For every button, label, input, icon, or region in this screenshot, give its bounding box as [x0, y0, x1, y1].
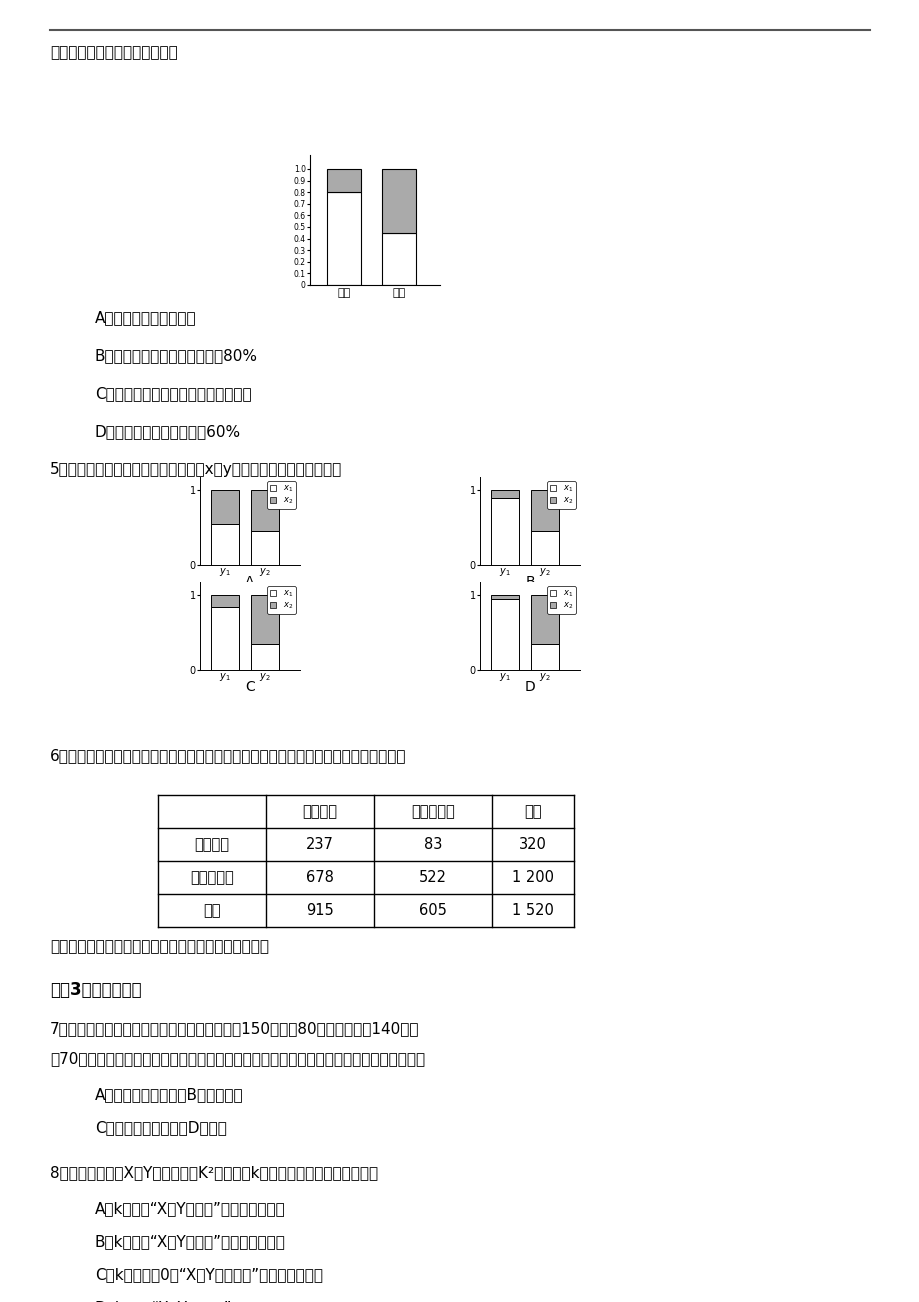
Bar	[491, 599, 518, 671]
Text: 总计: 总计	[524, 805, 541, 819]
Text: 子女吸烟: 子女吸烟	[194, 837, 229, 852]
Text: C．独立性检验　　　D．概率: C．独立性检验 D．概率	[95, 1120, 227, 1135]
Text: A．k越大，“X与Y有关系”的可信程度越小: A．k越大，“X与Y有关系”的可信程度越小	[95, 1200, 286, 1216]
Text: D．k越大，“X与Y没有关系”的可信程度越大: D．k越大，“X与Y没有关系”的可信程度越大	[95, 1299, 296, 1302]
Text: 320: 320	[518, 837, 546, 852]
Bar	[491, 497, 518, 565]
Legend: $x_1$, $x_2$: $x_1$, $x_2$	[267, 586, 296, 613]
Bar	[530, 531, 559, 565]
Text: C．男生比女生喜欢理科的可能性大些: C．男生比女生喜欢理科的可能性大些	[95, 385, 252, 401]
Text: D: D	[524, 680, 535, 694]
Bar	[491, 595, 518, 599]
Text: 子女不吸烟: 子女不吸烟	[190, 870, 233, 885]
Text: 237: 237	[306, 837, 334, 852]
Text: 总计: 总计	[203, 904, 221, 918]
Legend: $x_1$, $x_2$: $x_1$, $x_2$	[267, 482, 296, 509]
Text: 1 520: 1 520	[512, 904, 553, 918]
Text: A．性别与喜欢理科无关: A．性别与喜欢理科无关	[95, 310, 197, 326]
Bar	[491, 491, 518, 497]
Text: 915: 915	[306, 904, 334, 918]
Text: 605: 605	[419, 904, 447, 918]
Text: B．女生中喜欢理科的百分比为80%: B．女生中喜欢理科的百分比为80%	[95, 348, 257, 363]
Text: 522: 522	[418, 870, 447, 885]
Bar	[210, 595, 239, 607]
Bar	[530, 491, 559, 531]
Text: D．男生不喜欢理科的比为60%: D．男生不喜欢理科的比为60%	[95, 424, 241, 439]
Bar	[251, 491, 278, 531]
Legend: $x_1$, $x_2$: $x_1$, $x_2$	[547, 586, 575, 613]
Text: C．k越接近于0，“X与Y没有关系”的可信程度越小: C．k越接近于0，“X与Y没有关系”的可信程度越小	[95, 1267, 323, 1282]
Text: 8．对于分类变量X与Y的随机变量K²的观测値k，下列说法正确的是（　　）: 8．对于分类变量X与Y的随机变量K²的观测値k，下列说法正确的是（ ）	[50, 1165, 378, 1180]
Text: A: A	[245, 575, 255, 589]
Text: 7．在一项中学生近视情况的调查中，某校男生150名中有80名近视，女生140名中: 7．在一项中学生近视情况的调查中，某校男生150名中有80名近视，女生140名中	[50, 1021, 419, 1036]
Bar	[530, 644, 559, 671]
Bar	[327, 193, 361, 285]
Bar	[251, 595, 278, 644]
Text: 6．为了研究子女吸烟与父母吸烟的关系，调查了一千多名青少年及其家长，数据如下：: 6．为了研究子女吸烟与父母吸烟的关系，调查了一千多名青少年及其家长，数据如下：	[50, 749, 406, 763]
Text: 利用等高条形图判断父母吸烟对子女吸烟是否有影响？: 利用等高条形图判断父母吸烟对子女吸烟是否有影响？	[50, 939, 268, 954]
Text: 分比，从图中可以看出（　　）: 分比，从图中可以看出（ ）	[50, 46, 177, 60]
Text: 1 200: 1 200	[512, 870, 553, 885]
Bar	[327, 169, 361, 193]
Text: C: C	[244, 680, 255, 694]
Bar	[381, 233, 415, 285]
Text: B: B	[525, 575, 534, 589]
Bar	[530, 595, 559, 644]
Text: B．k越小，“X与Y有关系”的可信程度越小: B．k越小，“X与Y有关系”的可信程度越小	[95, 1234, 286, 1249]
Text: 83: 83	[424, 837, 442, 852]
Text: 题组3　独立性检验: 题组3 独立性检验	[50, 980, 142, 999]
Text: 678: 678	[306, 870, 334, 885]
Bar	[251, 644, 278, 671]
Text: A．平均数与方差　　B．回归分析: A．平均数与方差 B．回归分析	[95, 1087, 244, 1101]
Bar	[210, 523, 239, 565]
Text: 5．观察下列各图，其中两个分类变量x，y之间关系最强的是（　　）: 5．观察下列各图，其中两个分类变量x，y之间关系最强的是（ ）	[50, 462, 342, 477]
Bar	[210, 491, 239, 523]
Text: 父母吸烟: 父母吸烟	[302, 805, 337, 819]
Text: 有70名近视，在检验这些中学生眼睛近视是否与性别有关时用什么方法最有说服力（　　）: 有70名近视，在检验这些中学生眼睛近视是否与性别有关时用什么方法最有说服力（ ）	[50, 1051, 425, 1066]
Text: 父母不吸烟: 父母不吸烟	[411, 805, 454, 819]
Legend: $x_1$, $x_2$: $x_1$, $x_2$	[547, 482, 575, 509]
Bar	[210, 607, 239, 671]
Bar	[251, 531, 278, 565]
Bar	[381, 169, 415, 233]
